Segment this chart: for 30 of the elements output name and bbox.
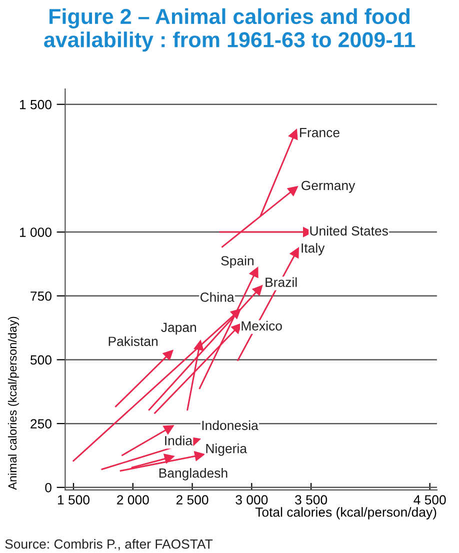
- series-label: United States: [310, 226, 388, 236]
- series-label: Pakistan: [108, 336, 158, 346]
- series-label: Japan: [161, 322, 196, 335]
- series-label: Bangladesh: [159, 468, 228, 480]
- x-tick-label: 2 000: [117, 495, 149, 505]
- x-tick-label: 2 500: [176, 495, 208, 505]
- series-label: Brazil: [266, 277, 297, 287]
- x-tick-label: 1 500: [58, 495, 90, 505]
- series-label: France: [300, 128, 340, 138]
- y-tick-label: 750: [30, 291, 52, 301]
- y-tick-label: 0: [45, 482, 52, 492]
- series-label: India: [165, 436, 193, 446]
- y-tick-label: 1 500: [20, 100, 52, 110]
- series-label: Nigeria: [206, 444, 247, 456]
- y-tick-label: 500: [30, 355, 52, 365]
- series-label: Mexico: [242, 320, 282, 331]
- series-label: Spain: [221, 256, 254, 268]
- series-label: Indonesia: [202, 420, 258, 430]
- source-note: Source: Combris P., after FAOSTAT: [5, 539, 213, 550]
- series-label: Germany: [302, 180, 356, 193]
- y-tick-label: 250: [30, 419, 52, 428]
- x-tick-label: 3 500: [295, 495, 328, 505]
- x-tick-label: 4 500: [414, 495, 446, 505]
- y-axis-title: Animal calories (kcal/person/day): [8, 316, 19, 490]
- x-axis-title: Total calories (kcal/person/day): [255, 507, 436, 520]
- y-tick-label: 1 000: [20, 228, 52, 237]
- x-tick-label: 3 000: [236, 495, 268, 505]
- series-label: China: [200, 292, 234, 302]
- series-label: Italy: [302, 243, 325, 256]
- chart-title: Figure 2 – Animal calories and food availability : from 1961-63 to 2009-11: [44, 8, 415, 52]
